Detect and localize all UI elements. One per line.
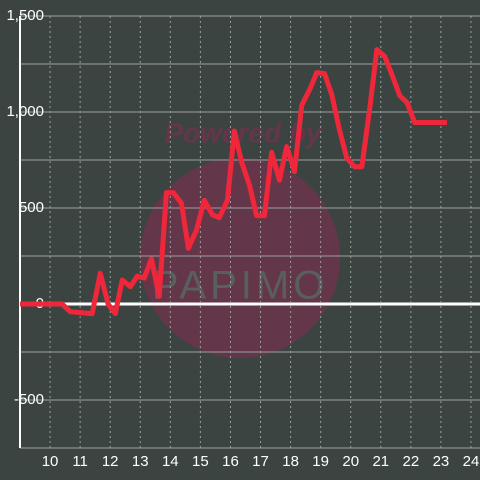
y-tick-label: 500 (19, 199, 44, 216)
x-tick-label: 24 (463, 453, 480, 470)
x-tick-label: 18 (282, 453, 299, 470)
x-tick-label: 12 (102, 453, 119, 470)
x-tick-label: 13 (132, 453, 149, 470)
y-tick-label: 1,500 (6, 7, 44, 24)
x-tick-label: 16 (222, 453, 239, 470)
watermark-logo: PAPIMO (152, 264, 329, 308)
x-tick-label: 23 (433, 453, 450, 470)
x-tick-label: 11 (72, 453, 88, 470)
x-tick-label: 21 (372, 453, 389, 470)
y-tick-label: 1,000 (6, 103, 44, 120)
x-tick-label: 10 (42, 453, 59, 470)
data-line (20, 47, 447, 317)
x-tick-label: 22 (403, 453, 420, 470)
x-tick-label: 14 (162, 453, 179, 470)
x-tick-label: 17 (252, 453, 269, 470)
y-tick-label: -500 (14, 391, 44, 408)
x-tick-label: 15 (192, 453, 209, 470)
x-tick-label: 20 (342, 453, 359, 470)
x-tick-label: 19 (312, 453, 329, 470)
